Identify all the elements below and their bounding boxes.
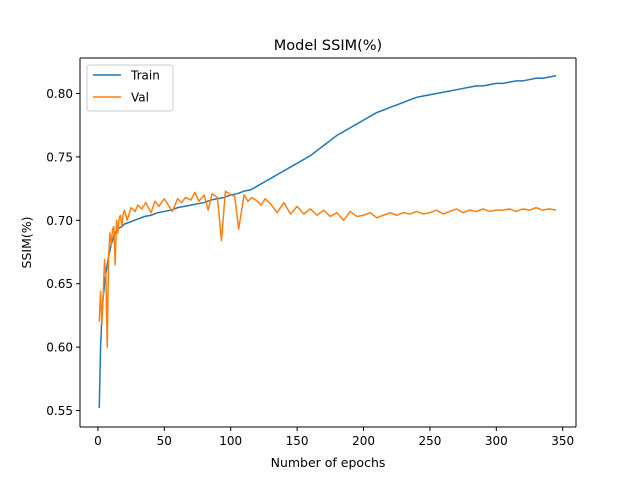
x-tick-label: 350: [551, 434, 574, 448]
legend-box: [86, 64, 174, 112]
y-tick-label: 0.60: [46, 341, 73, 355]
x-tick-label: 0: [94, 434, 102, 448]
legend: Train Val: [86, 64, 174, 112]
series-line-val: [98, 190, 557, 348]
tick-layer: 0 50 100 150 200 250 300 350 0.55 0.60 0.65 0.70 0.7…: [46, 87, 574, 448]
x-tick-label: 300: [485, 434, 508, 448]
series-line-train: [98, 75, 557, 408]
x-tick-label: 200: [352, 434, 375, 448]
chart-title: Model SSIM(%): [274, 38, 382, 54]
x-tick-label: 100: [219, 434, 242, 448]
legend-label-train: Train: [130, 69, 160, 83]
y-tick-label: 0.55: [46, 404, 73, 418]
x-tick-label: 50: [157, 434, 172, 448]
axes-spines: [79, 57, 577, 428]
y-tick-label: 0.65: [46, 277, 73, 291]
legend-label-val: Val: [131, 91, 149, 105]
series-layer: [98, 75, 557, 408]
x-tick-label: 250: [418, 434, 441, 448]
y-tick-label: 0.70: [46, 214, 73, 228]
x-axis-label: Number of epochs: [271, 455, 386, 470]
y-axis-label: SSIM(%): [19, 217, 34, 269]
y-tick-label: 0.75: [46, 150, 73, 164]
plot-area: [80, 58, 576, 427]
x-tick-label: 150: [286, 434, 309, 448]
y-tick-label: 0.80: [46, 87, 73, 101]
